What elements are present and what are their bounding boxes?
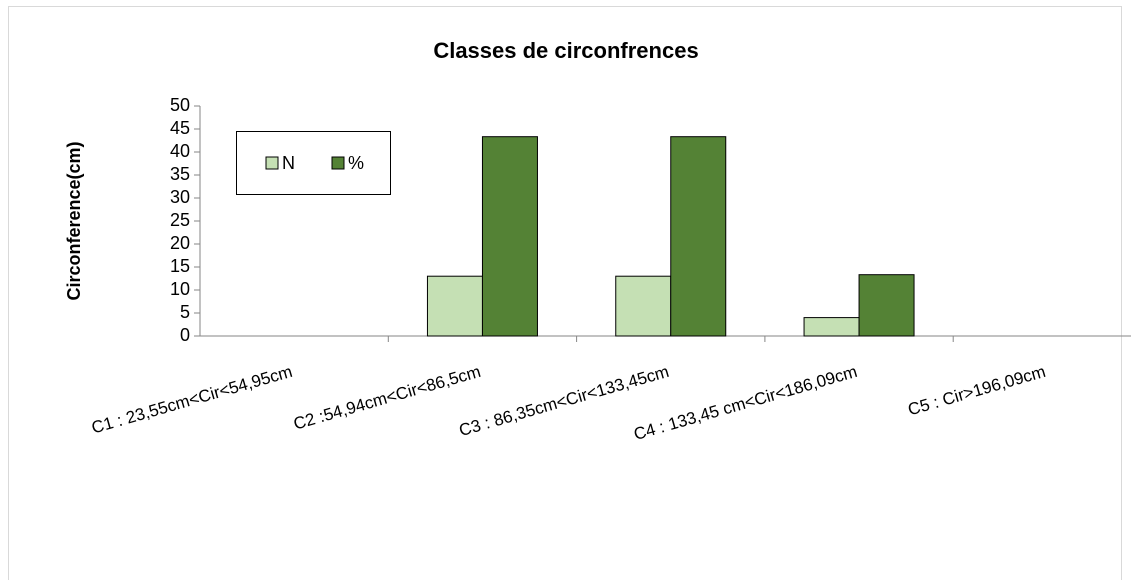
- bar: [615, 275, 672, 337]
- y-tick-label: 45: [170, 118, 190, 138]
- legend-label: N: [282, 153, 295, 173]
- y-axis-label: Circonference(cm): [64, 141, 84, 300]
- y-tick-label: 20: [170, 233, 190, 253]
- bar: [803, 317, 860, 337]
- y-tick-label: 50: [170, 95, 190, 115]
- y-tick-label: 10: [170, 279, 190, 299]
- legend-label: %: [348, 153, 364, 173]
- chart-title: Classes de circonfrences: [433, 38, 698, 63]
- y-tick-label: 35: [170, 164, 190, 184]
- chart-frame: [8, 6, 1122, 580]
- legend-swatch: [331, 156, 345, 170]
- y-tick-label: 5: [180, 302, 190, 322]
- bar: [426, 275, 483, 337]
- y-tick-label: 15: [170, 256, 190, 276]
- x-tick-label: C1 : 23,55cm<Cir<54,95cm: [89, 362, 294, 438]
- y-tick-label: 30: [170, 187, 190, 207]
- y-tick-label: 40: [170, 141, 190, 161]
- bar: [481, 136, 538, 337]
- x-tick-label: C2 :54,94cm<Cir<86,5cm: [291, 362, 482, 434]
- y-tick-label: 0: [180, 325, 190, 345]
- legend-box: [236, 131, 391, 195]
- y-tick-label: 25: [170, 210, 190, 230]
- x-tick-label: C5 : Cir>196,09cm: [906, 362, 1048, 419]
- bar: [670, 136, 727, 337]
- legend-swatch: [265, 156, 279, 170]
- bar: [858, 274, 915, 337]
